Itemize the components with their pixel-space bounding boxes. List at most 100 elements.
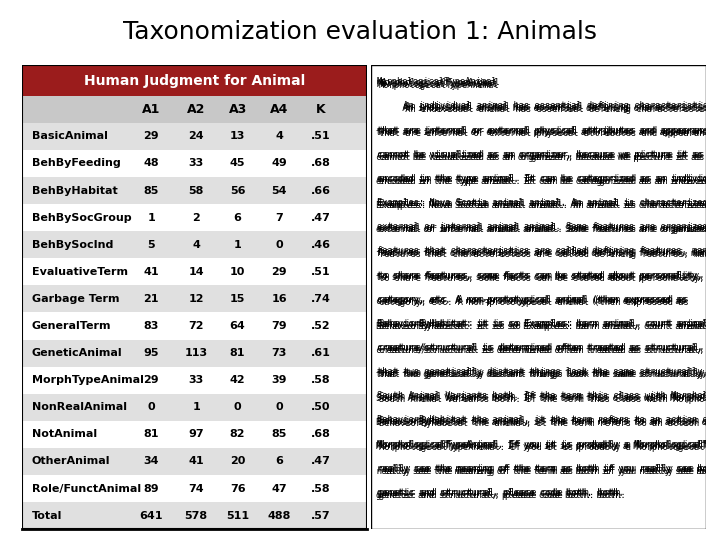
Text: features that characteristics are called defining features, many animals appear: features that characteristics are called…: [379, 247, 720, 256]
Text: 641: 641: [140, 511, 163, 521]
Text: category, etc. A non-prototypical animal (then expressed as: category, etc. A non-prototypical animal…: [379, 295, 689, 304]
Text: BehBySocGroup: BehBySocGroup: [32, 213, 132, 222]
Text: .50: .50: [311, 402, 330, 413]
Text: 74: 74: [189, 483, 204, 494]
Text: GeneticAnimal: GeneticAnimal: [32, 348, 122, 358]
Text: encoded in the type animal. It can be categorized as an individual animal.: encoded in the type animal. It can be ca…: [377, 176, 720, 184]
Text: Role/FunctAnimal: Role/FunctAnimal: [32, 483, 141, 494]
Text: Examples: Nova Scotia animal animal. An animal is characterized by its: Examples: Nova Scotia animal animal. An …: [376, 201, 720, 210]
Text: An individual animal has essential defining characteristics: An individual animal has essential defin…: [379, 102, 715, 111]
Text: Garbage Term: Garbage Term: [32, 294, 120, 304]
Text: EvaluativeTerm: EvaluativeTerm: [32, 267, 128, 277]
Text: 12: 12: [189, 294, 204, 304]
Text: cannot be visualized as an organizer, because we picture it as a structure: cannot be visualized as an organizer, be…: [376, 153, 720, 161]
Text: Taxonomization evaluation 1: Animals: Taxonomization evaluation 1: Animals: [123, 21, 597, 44]
Text: 29: 29: [143, 131, 159, 141]
Text: 24: 24: [189, 131, 204, 141]
Text: .57: .57: [311, 511, 330, 521]
Text: BehaviorByHabitat the animal, it the term refers to an action of the animal,: BehaviorByHabitat the animal, it the ter…: [377, 415, 720, 424]
Text: 85: 85: [271, 429, 287, 440]
Text: 21: 21: [143, 294, 159, 304]
Text: to share features, some facts can be stated about personality, habitat: to share features, some facts can be sta…: [379, 271, 720, 280]
Text: .68: .68: [310, 429, 330, 440]
Text: category, etc. A non-prototypical animal (then expressed as: category, etc. A non-prototypical animal…: [377, 295, 687, 303]
Text: .51: .51: [311, 267, 330, 277]
Text: BasicAnimal: BasicAnimal: [32, 131, 108, 141]
Text: BehaviorByHabitat the animal, it the term refers to an action of the animal,: BehaviorByHabitat the animal, it the ter…: [379, 418, 720, 428]
Text: K: K: [316, 103, 325, 116]
Text: 6: 6: [275, 456, 283, 467]
Text: 14: 14: [189, 267, 204, 277]
FancyBboxPatch shape: [371, 65, 706, 529]
Text: 4: 4: [192, 240, 200, 250]
Text: 6: 6: [234, 213, 241, 222]
Text: BehaviorByHabitat the animal, it the term refers to an action of the animal,: BehaviorByHabitat the animal, it the ter…: [376, 418, 720, 427]
Text: to share features, some facts can be stated about personality, habitat: to share features, some facts can be sta…: [379, 274, 720, 283]
FancyBboxPatch shape: [22, 204, 367, 231]
Text: to share features, some facts can be stated about personality, habitat: to share features, some facts can be sta…: [377, 272, 720, 281]
Text: 511: 511: [226, 511, 249, 521]
Text: .51: .51: [311, 131, 330, 141]
FancyBboxPatch shape: [22, 340, 367, 367]
FancyBboxPatch shape: [22, 258, 367, 286]
Text: 7: 7: [275, 213, 283, 222]
Text: that are internal or external physical attributes and appearance. It: that are internal or external physical a…: [379, 126, 720, 135]
Text: 34: 34: [143, 456, 159, 467]
Text: GeneralTerm: GeneralTerm: [32, 321, 112, 331]
Text: OtherAnimal: OtherAnimal: [32, 456, 110, 467]
Text: that are internal or external physical attributes and appearance. It: that are internal or external physical a…: [376, 129, 720, 137]
Text: BehaviorByHabitat: it is so Examples: barn animal, court animal. A: BehaviorByHabitat: it is so Examples: ba…: [376, 322, 720, 330]
Text: An individual animal has essential defining characteristics: An individual animal has essential defin…: [376, 104, 712, 113]
Text: .47: .47: [310, 456, 330, 467]
Text: 20: 20: [230, 456, 246, 467]
FancyBboxPatch shape: [22, 313, 367, 340]
Text: 33: 33: [189, 158, 204, 168]
Text: 81: 81: [143, 429, 159, 440]
Text: category, etc. A non-prototypical animal (then expressed as: category, etc. A non-prototypical animal…: [377, 296, 688, 305]
Text: NotAnimal: NotAnimal: [32, 429, 97, 440]
Text: .47: .47: [310, 213, 330, 222]
Text: A1: A1: [142, 103, 161, 116]
Text: 82: 82: [230, 429, 246, 440]
FancyBboxPatch shape: [22, 96, 367, 123]
Text: 1: 1: [192, 402, 200, 413]
Text: 81: 81: [230, 348, 246, 358]
Text: features that characteristics are called defining features, many animals appear: features that characteristics are called…: [377, 248, 720, 257]
Text: 16: 16: [271, 294, 287, 304]
Text: 49: 49: [271, 158, 287, 168]
Text: Examples: Nova Scotia animal animal. An animal is characterized by its: Examples: Nova Scotia animal animal. An …: [377, 199, 720, 208]
Text: cannot be visualized as an organizer, because we picture it as a structure: cannot be visualized as an organizer, be…: [377, 151, 720, 160]
Text: 488: 488: [267, 511, 291, 521]
Text: that are internal or external physical attributes and appearance. It: that are internal or external physical a…: [379, 129, 720, 138]
Text: category, etc. A non-prototypical animal (then expressed as: category, etc. A non-prototypical animal…: [379, 298, 688, 307]
Text: 0: 0: [275, 402, 283, 413]
Text: really see the meaning of the term as both if you really see both meanings, plea: really see the meaning of the term as bo…: [377, 465, 720, 474]
Text: genetic and structural, please code both. both.: genetic and structural, please code both…: [377, 489, 624, 498]
Text: 64: 64: [230, 321, 246, 331]
Text: really see the meaning of the term as both if you really see both meanings, plea: really see the meaning of the term as bo…: [377, 464, 720, 472]
Text: creature/structural is determined often treated as structural, it is a rare case: creature/structural is determined often …: [379, 346, 720, 355]
FancyBboxPatch shape: [22, 231, 367, 258]
Text: .68: .68: [310, 158, 330, 168]
Text: genetic and structural, please code both. both.: genetic and structural, please code both…: [377, 488, 624, 497]
Text: MorphologicalTypeAnimal. If you it is probably a MorphologicalTypeAnimal. But: MorphologicalTypeAnimal. If you it is pr…: [379, 443, 720, 452]
Text: .61: .61: [310, 348, 330, 358]
Text: 1: 1: [148, 213, 155, 222]
Text: features that characteristics are called defining features, many animals appear: features that characteristics are called…: [379, 249, 720, 259]
Text: A2: A2: [187, 103, 205, 116]
Text: 41: 41: [189, 456, 204, 467]
Text: 42: 42: [230, 375, 246, 385]
Text: Examples: Nova Scotia animal animal. An animal is characterized by its: Examples: Nova Scotia animal animal. An …: [379, 199, 720, 207]
FancyBboxPatch shape: [22, 502, 367, 529]
FancyBboxPatch shape: [22, 394, 367, 421]
Text: 29: 29: [143, 375, 159, 385]
Text: 76: 76: [230, 483, 246, 494]
Text: 58: 58: [189, 186, 204, 195]
Text: BehByHabitat: BehByHabitat: [32, 186, 117, 195]
Text: Human Judgment for Animal: Human Judgment for Animal: [84, 73, 305, 87]
Text: BehaviorByHabitat the animal, it the term refers to an action of the animal,: BehaviorByHabitat the animal, it the ter…: [377, 417, 720, 426]
Text: 39: 39: [271, 375, 287, 385]
Text: South Animal Variants both. If the term this class with Morphological TypeAnimal: South Animal Variants both. If the term …: [379, 392, 720, 401]
FancyBboxPatch shape: [22, 421, 367, 448]
FancyBboxPatch shape: [22, 286, 367, 313]
